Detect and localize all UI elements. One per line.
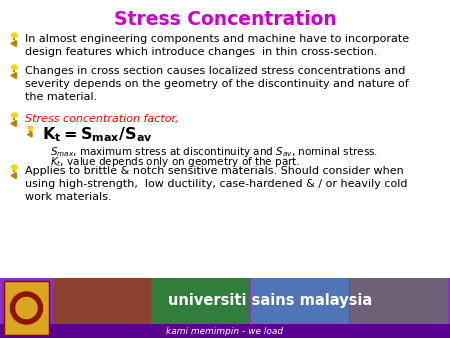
Text: kami memimpin - we load: kami memimpin - we load [166, 327, 284, 336]
Text: Applies to brittle & notch sensitive materials. Should consider when
using high-: Applies to brittle & notch sensitive mat… [25, 166, 408, 201]
Bar [0, 324, 450, 338]
Bar [251, 278, 349, 324]
Bar [4, 281, 49, 335]
Bar [53, 278, 151, 324]
Text: In almost engineering components and machine have to incorporate
design features: In almost engineering components and mac… [25, 34, 409, 57]
Text: $S_{max}$, maximum stress at discontinuity and $S_{av}$, nominal stress.: $S_{max}$, maximum stress at discontinui… [50, 145, 378, 159]
Text: universiti sains malaysia: universiti sains malaysia [168, 293, 372, 309]
Circle shape [15, 297, 38, 319]
Text: $\mathbf{K_t}$$\mathbf{ =  S_{max}/S_{av}}$: $\mathbf{K_t}$$\mathbf{ = S_{max}/S_{av}… [42, 125, 153, 144]
Text: Stress concentration factor,: Stress concentration factor, [25, 114, 179, 124]
Bar [0, 278, 450, 338]
Bar [350, 278, 448, 324]
Text: Changes in cross section causes localized stress concentrations and
severity dep: Changes in cross section causes localize… [25, 66, 409, 102]
Bar [152, 278, 250, 324]
Circle shape [9, 291, 44, 325]
Text: $K_t$, value depends only on geometry of the part.: $K_t$, value depends only on geometry of… [50, 155, 300, 169]
Text: Stress Concentration: Stress Concentration [113, 10, 337, 29]
